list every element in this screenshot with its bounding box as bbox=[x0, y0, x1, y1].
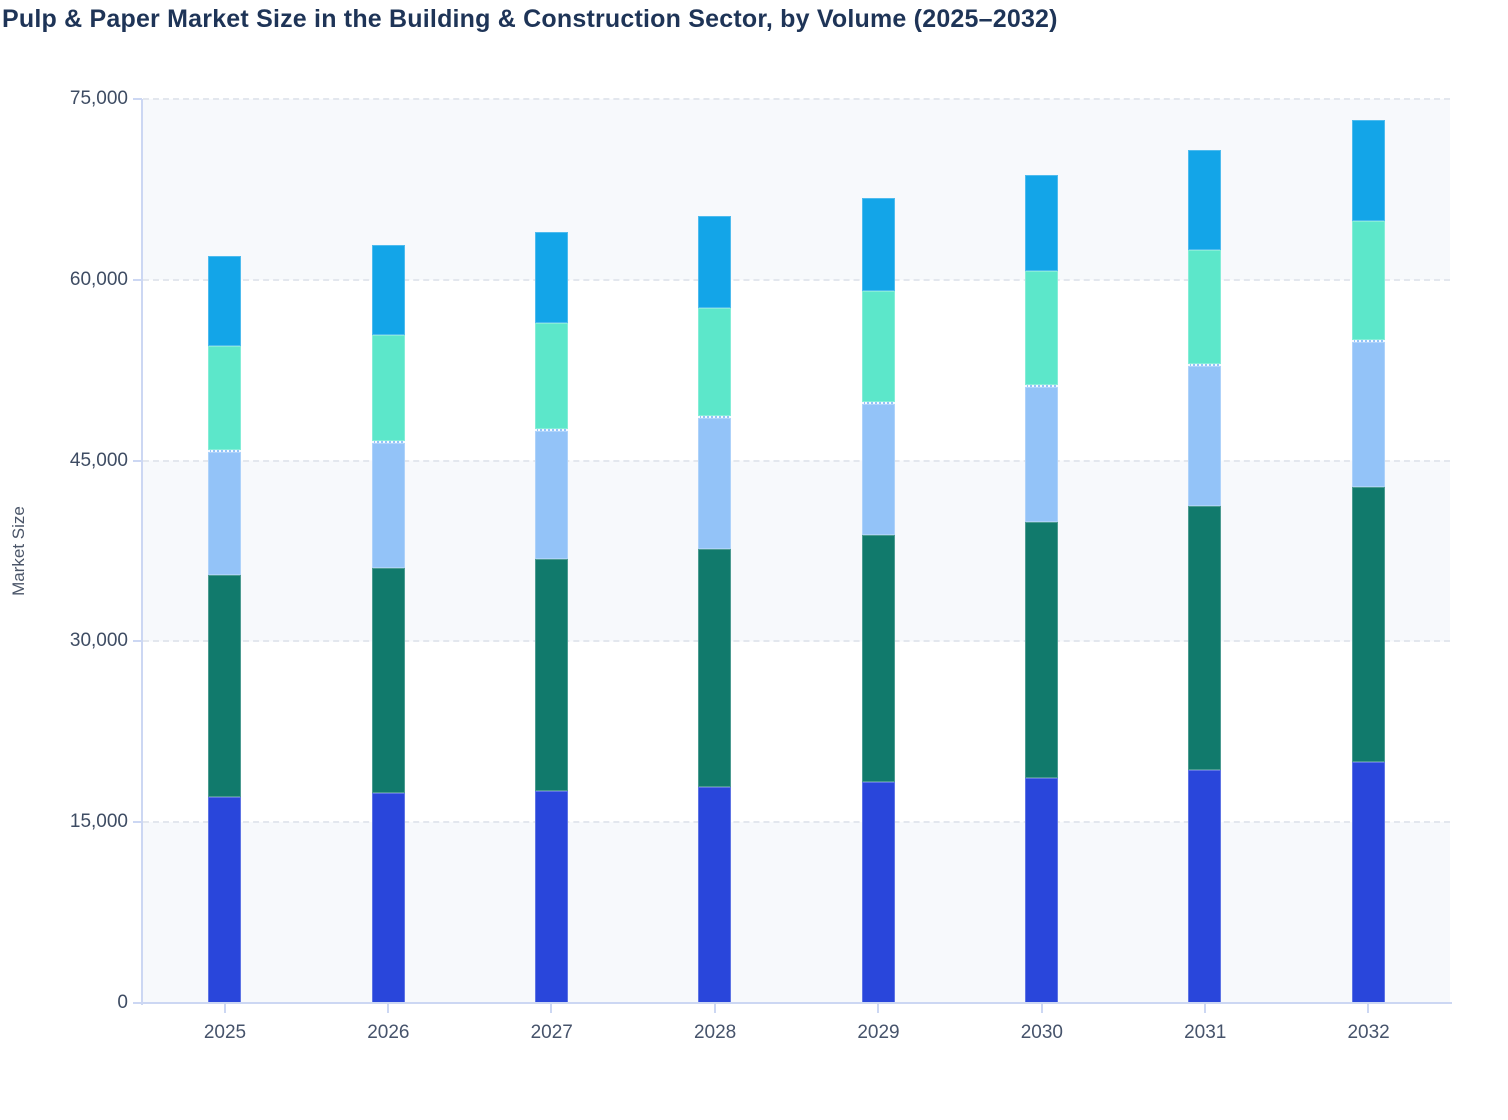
x-tick-mark bbox=[713, 1004, 716, 1013]
x-axis-line bbox=[141, 1002, 1452, 1004]
bar-segment-2026-segment-5-bright-blue-top bbox=[371, 244, 405, 336]
bar-segment-2028-segment-4-mint bbox=[698, 307, 732, 417]
x-tick-label-2027: 2027 bbox=[530, 1022, 573, 1043]
x-tick-mark bbox=[1040, 1004, 1043, 1013]
bar-segment-2025-segment-4-mint bbox=[208, 346, 242, 450]
bar-column-2027 bbox=[534, 99, 568, 1003]
y-tick-label: 30,000 bbox=[69, 630, 128, 652]
bar-segment-2027-segment-2-teal-green bbox=[534, 559, 568, 791]
bar-segment-2027-segment-1-royal-blue-bottom bbox=[534, 790, 568, 1003]
bar-column-2025 bbox=[208, 99, 242, 1003]
bar-segment-2032-segment-2-teal-green bbox=[1351, 487, 1385, 762]
x-tick-label-2029: 2029 bbox=[857, 1022, 900, 1043]
x-tick-label-2025: 2025 bbox=[203, 1022, 247, 1043]
chart-title: Pulp & Paper Market Size in the Building… bbox=[2, 5, 1058, 33]
bar-column-2028 bbox=[698, 99, 732, 1003]
bar-segment-2025-segment-5-bright-blue-top bbox=[208, 255, 242, 347]
bar-column-2031 bbox=[1188, 99, 1222, 1003]
y-tick-mark bbox=[133, 278, 142, 281]
y-tick-label: 60,000 bbox=[69, 268, 128, 290]
bar-segment-2025-segment-2-teal-green bbox=[208, 575, 242, 797]
bar-segment-2030-segment-4-mint bbox=[1025, 271, 1059, 385]
bar-segment-2030-segment-1-royal-blue-bottom bbox=[1025, 777, 1059, 1003]
bar-segment-2032-segment-1-royal-blue-bottom bbox=[1351, 761, 1385, 1003]
bar-segment-2032-segment-4-mint bbox=[1351, 220, 1385, 341]
x-tick-mark bbox=[387, 1004, 390, 1013]
bar-segment-2029-segment-4-mint bbox=[861, 290, 895, 402]
y-axis-line bbox=[141, 99, 143, 1005]
y-tick-mark bbox=[133, 821, 142, 824]
y-tick-label: 0 bbox=[117, 992, 128, 1013]
x-tick-label-2028: 2028 bbox=[693, 1022, 737, 1043]
bar-segment-2030-segment-3-light-blue bbox=[1025, 384, 1059, 523]
bar-segment-2031-segment-2-teal-green bbox=[1188, 506, 1222, 771]
x-tick-label-2026: 2026 bbox=[367, 1022, 410, 1043]
bar-column-2030 bbox=[1025, 99, 1059, 1003]
bar-segment-2027-segment-5-bright-blue-top bbox=[534, 231, 568, 324]
x-tick-label-2031: 2031 bbox=[1184, 1022, 1227, 1043]
bar-segment-2025-segment-3-light-blue bbox=[208, 449, 242, 576]
bar-segment-2031-segment-3-light-blue bbox=[1188, 364, 1222, 507]
bar-segment-2026-segment-4-mint bbox=[371, 335, 405, 442]
y-tick-mark bbox=[133, 98, 142, 100]
x-tick-label-2030: 2030 bbox=[1020, 1022, 1064, 1043]
gridline-75000 bbox=[143, 98, 1450, 100]
bar-segment-2030-segment-5-bright-blue-top bbox=[1025, 174, 1059, 272]
y-tick-label: 15,000 bbox=[69, 811, 128, 833]
bar-segment-2027-segment-3-light-blue bbox=[534, 429, 568, 560]
bar-segment-2029-segment-5-bright-blue-top bbox=[861, 197, 895, 291]
y-tick-mark bbox=[133, 1002, 142, 1004]
bar-column-2026 bbox=[371, 99, 405, 1003]
bar-segment-2031-segment-1-royal-blue-bottom bbox=[1188, 770, 1222, 1003]
bar-segment-2028-segment-3-light-blue bbox=[698, 416, 732, 549]
bar-segment-2032-segment-5-bright-blue-top bbox=[1351, 119, 1385, 221]
bar-segment-2032-segment-3-light-blue bbox=[1351, 340, 1385, 488]
x-tick-mark bbox=[1367, 1004, 1370, 1013]
bar-segment-2026-segment-1-royal-blue-bottom bbox=[371, 793, 405, 1003]
bar-segment-2031-segment-4-mint bbox=[1188, 249, 1222, 365]
bar-segment-2028-segment-2-teal-green bbox=[698, 548, 732, 788]
x-tick-mark bbox=[550, 1004, 553, 1013]
gridline-60000 bbox=[143, 278, 1450, 281]
y-tick-label: 75,000 bbox=[69, 88, 128, 109]
bar-segment-2029-segment-3-light-blue bbox=[861, 401, 895, 536]
y-tick-mark bbox=[133, 640, 142, 643]
bar-segment-2026-segment-3-light-blue bbox=[371, 441, 405, 568]
bar-segment-2028-segment-5-bright-blue-top bbox=[698, 215, 732, 308]
bar-column-2032 bbox=[1351, 99, 1385, 1003]
y-axis-title: Market Size bbox=[9, 506, 28, 596]
bar-segment-2029-segment-1-royal-blue-bottom bbox=[861, 782, 895, 1003]
bar-segment-2028-segment-1-royal-blue-bottom bbox=[698, 787, 732, 1003]
gridline-15000 bbox=[143, 821, 1450, 824]
bar-column-2029 bbox=[861, 99, 895, 1003]
x-tick-label-2032: 2032 bbox=[1347, 1022, 1390, 1043]
bar-segment-2029-segment-2-teal-green bbox=[861, 535, 895, 783]
bar-segment-2031-segment-5-bright-blue-top bbox=[1188, 149, 1222, 250]
x-tick-mark bbox=[1203, 1004, 1206, 1013]
x-tick-mark bbox=[877, 1004, 880, 1013]
x-tick-mark bbox=[223, 1004, 226, 1013]
gridline-45000 bbox=[143, 459, 1450, 462]
gridline-30000 bbox=[143, 640, 1450, 643]
bar-segment-2030-segment-2-teal-green bbox=[1025, 522, 1059, 778]
plot-area bbox=[143, 98, 1450, 1003]
bar-segment-2025-segment-1-royal-blue-bottom bbox=[208, 796, 242, 1003]
bar-segment-2027-segment-4-mint bbox=[534, 323, 568, 430]
y-tick-label: 45,000 bbox=[69, 449, 128, 471]
bar-segment-2026-segment-2-teal-green bbox=[371, 567, 405, 794]
y-tick-mark bbox=[133, 459, 142, 462]
